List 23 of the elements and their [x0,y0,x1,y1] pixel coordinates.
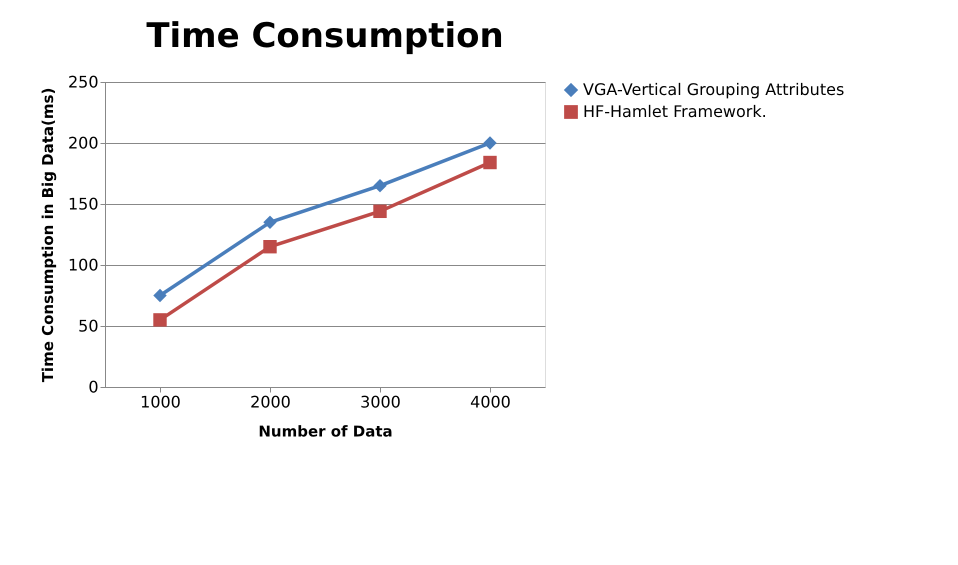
x-tick-label: 4000 [470,392,511,412]
x-tick-label: 3000 [360,392,401,412]
legend-label: VGA-Vertical Grouping Attributes [583,80,844,99]
y-tick-label: 150 [68,194,98,214]
y-tick-label: 250 [68,72,98,92]
point [373,178,387,192]
chart-title: Time Consumption [146,16,504,56]
x-tick-label: 1000 [140,392,181,412]
point [263,240,277,254]
point [263,216,277,230]
x-axis-title: Number of Data [258,422,393,440]
legend-label: HF-Hamlet Framework. [583,102,767,121]
y-tick-label: 50 [78,316,98,336]
y-tick-label: 100 [68,256,98,274]
point [483,156,497,170]
point [483,136,497,150]
y-axis-title: Time Consumption in Big Data(ms) [38,88,57,382]
point [153,288,167,302]
point [373,204,387,218]
point [153,313,167,327]
x-tick-label: 2000 [250,392,291,412]
y-tick-label: 0 [88,378,98,396]
y-tick-label: 200 [68,134,98,152]
